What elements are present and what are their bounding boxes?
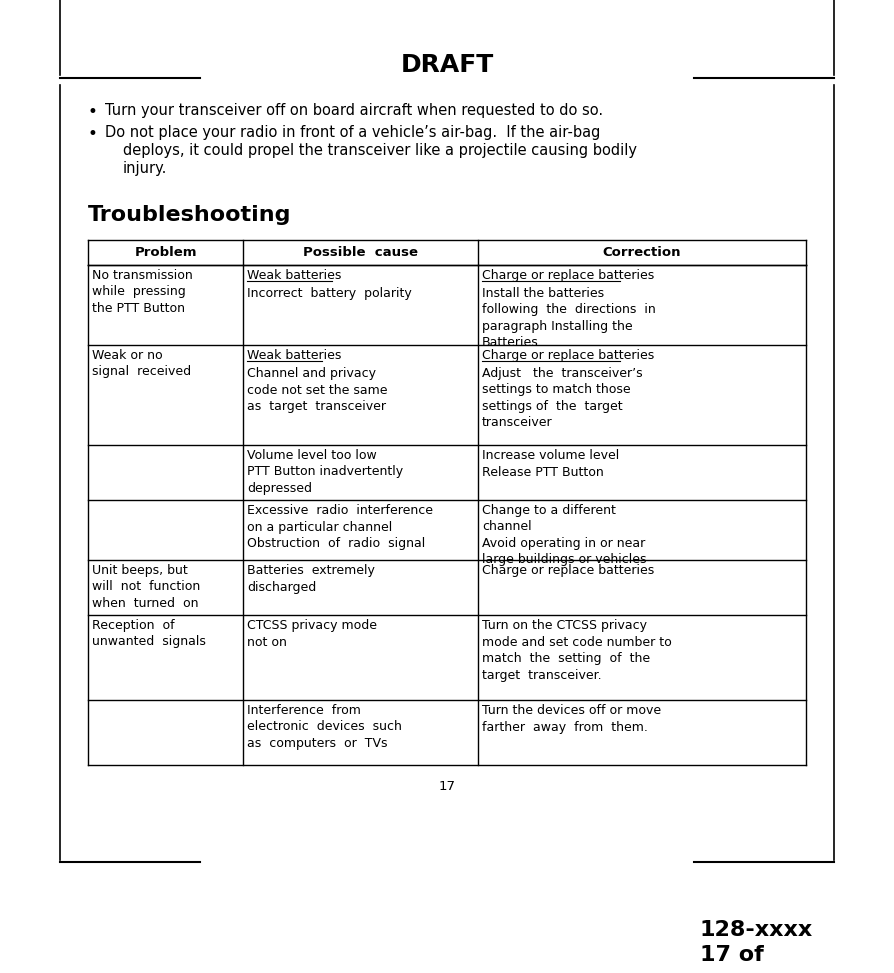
Text: Adjust   the  transceiver’s
settings to match those
settings of  the  target
tra: Adjust the transceiver’s settings to mat… [482,367,643,429]
Text: 128-xxxx: 128-xxxx [700,920,814,940]
Text: Charge or replace batteries: Charge or replace batteries [482,349,654,362]
Text: Do not place your radio in front of a vehicle’s air-bag.  If the air-bag: Do not place your radio in front of a ve… [105,125,601,140]
Text: DRAFT: DRAFT [401,53,493,77]
Text: Troubleshooting: Troubleshooting [88,205,291,225]
Text: Batteries  extremely
discharged: Batteries extremely discharged [247,564,375,594]
Text: No transmission
while  pressing
the PTT Button: No transmission while pressing the PTT B… [92,269,193,315]
Text: Weak or no
signal  received: Weak or no signal received [92,349,191,378]
Text: deploys, it could propel the transceiver like a projectile causing bodily: deploys, it could propel the transceiver… [123,143,637,158]
Text: Weak batteries: Weak batteries [247,269,342,282]
Text: •: • [88,125,97,143]
Text: Channel and privacy
code not set the same
as  target  transceiver: Channel and privacy code not set the sam… [247,367,387,413]
Text: Turn on the CTCSS privacy
mode and set code number to
match  the  setting  of  t: Turn on the CTCSS privacy mode and set c… [482,619,671,681]
Text: Reception  of
unwanted  signals: Reception of unwanted signals [92,619,206,648]
Text: Turn the devices off or move
farther  away  from  them.: Turn the devices off or move farther awa… [482,704,662,734]
Text: CTCSS privacy mode
not on: CTCSS privacy mode not on [247,619,377,648]
Text: Correction: Correction [603,246,681,259]
Text: Turn your transceiver off on board aircraft when requested to do so.: Turn your transceiver off on board aircr… [105,103,603,118]
Text: •: • [88,103,97,121]
Text: Increase volume level
Release PTT Button: Increase volume level Release PTT Button [482,449,620,479]
Text: Weak batteries: Weak batteries [247,349,342,362]
Text: Charge or replace batteries: Charge or replace batteries [482,269,654,282]
Text: Charge or replace batteries: Charge or replace batteries [482,564,654,577]
Text: 17: 17 [438,780,456,793]
Text: Interference  from
electronic  devices  such
as  computers  or  TVs: Interference from electronic devices suc… [247,704,402,750]
Text: Incorrect  battery  polarity: Incorrect battery polarity [247,287,412,300]
Text: Change to a different
channel
Avoid operating in or near
large buildings or vehi: Change to a different channel Avoid oper… [482,504,646,566]
Text: Volume level too low
PTT Button inadvertently
depressed: Volume level too low PTT Button inadvert… [247,449,403,495]
Text: 17 of: 17 of [700,945,763,965]
Text: Unit beeps, but
will  not  function
when  turned  on: Unit beeps, but will not function when t… [92,564,200,610]
Text: Excessive  radio  interference
on a particular channel
Obstruction  of  radio  s: Excessive radio interference on a partic… [247,504,433,550]
Text: injury.: injury. [123,161,167,176]
Text: Possible  cause: Possible cause [303,246,418,259]
Text: Problem: Problem [134,246,197,259]
Text: Install the batteries
following  the  directions  in
paragraph Installing the
Ba: Install the batteries following the dire… [482,287,656,349]
